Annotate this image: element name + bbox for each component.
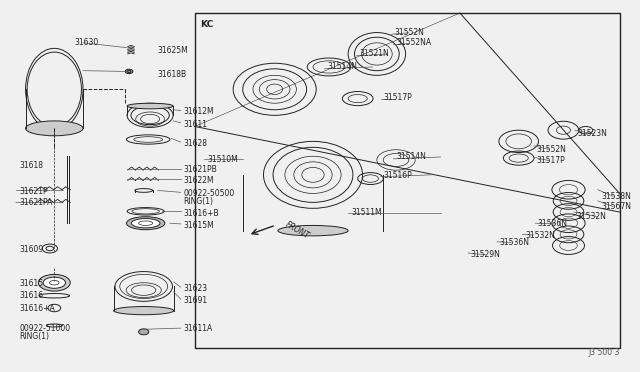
Text: RING(1): RING(1): [19, 332, 49, 341]
Text: 31616: 31616: [19, 291, 44, 300]
Text: 31621PB: 31621PB: [183, 165, 217, 174]
Text: 31628: 31628: [183, 139, 207, 148]
Text: 31611: 31611: [183, 120, 207, 129]
Ellipse shape: [278, 225, 348, 236]
Ellipse shape: [26, 121, 83, 136]
Text: 31616+A: 31616+A: [19, 304, 55, 312]
Text: J3 500 3: J3 500 3: [588, 348, 620, 357]
Ellipse shape: [127, 217, 165, 230]
Circle shape: [125, 69, 133, 74]
Text: 31538N: 31538N: [602, 192, 632, 201]
Text: 31517P: 31517P: [536, 156, 565, 165]
Text: 31618B: 31618B: [158, 70, 187, 79]
Bar: [195, 13, 620, 348]
Text: 31618: 31618: [19, 161, 43, 170]
Text: 31621PA: 31621PA: [19, 198, 52, 207]
Text: FRONT: FRONT: [284, 220, 311, 241]
Text: 31691: 31691: [183, 296, 207, 305]
Text: 31521N: 31521N: [359, 49, 388, 58]
Ellipse shape: [114, 307, 173, 315]
Text: 31514N: 31514N: [396, 153, 426, 161]
Text: 31532N: 31532N: [525, 231, 555, 240]
Text: 31621P: 31621P: [19, 187, 48, 196]
Ellipse shape: [43, 277, 65, 288]
Text: 31609: 31609: [19, 245, 44, 254]
Text: 31615M: 31615M: [183, 221, 214, 230]
Text: RING(1): RING(1): [183, 197, 213, 206]
Text: 31510M: 31510M: [207, 155, 237, 164]
Text: 31622M: 31622M: [183, 176, 214, 185]
Text: 31523N: 31523N: [577, 129, 607, 138]
Text: 31517P: 31517P: [383, 93, 412, 102]
Text: 31511M: 31511M: [351, 208, 382, 217]
Text: 31552N: 31552N: [536, 145, 566, 154]
Text: 31516P: 31516P: [383, 171, 412, 180]
Text: 31630: 31630: [75, 38, 99, 47]
Text: 00922-50500: 00922-50500: [183, 189, 235, 198]
Text: 31532N: 31532N: [576, 212, 606, 221]
Text: 31536N: 31536N: [538, 219, 568, 228]
Text: 31616+B: 31616+B: [183, 209, 219, 218]
Text: 31552NA: 31552NA: [396, 38, 431, 47]
Text: 31514N: 31514N: [327, 62, 357, 71]
Text: 31615: 31615: [19, 279, 44, 288]
Text: 31536N: 31536N: [499, 238, 529, 247]
Ellipse shape: [131, 219, 160, 228]
Ellipse shape: [38, 275, 70, 291]
Text: 31611A: 31611A: [183, 324, 212, 333]
Text: 31552N: 31552N: [394, 28, 424, 37]
Text: 31612M: 31612M: [183, 107, 214, 116]
Text: 31567N: 31567N: [602, 202, 632, 211]
Text: 31625M: 31625M: [158, 46, 189, 55]
Text: KC: KC: [200, 20, 213, 29]
Ellipse shape: [127, 103, 173, 109]
Text: 00922-51000: 00922-51000: [19, 324, 70, 333]
Text: 31623: 31623: [183, 284, 207, 293]
Circle shape: [139, 329, 149, 335]
Text: 31529N: 31529N: [471, 250, 500, 259]
